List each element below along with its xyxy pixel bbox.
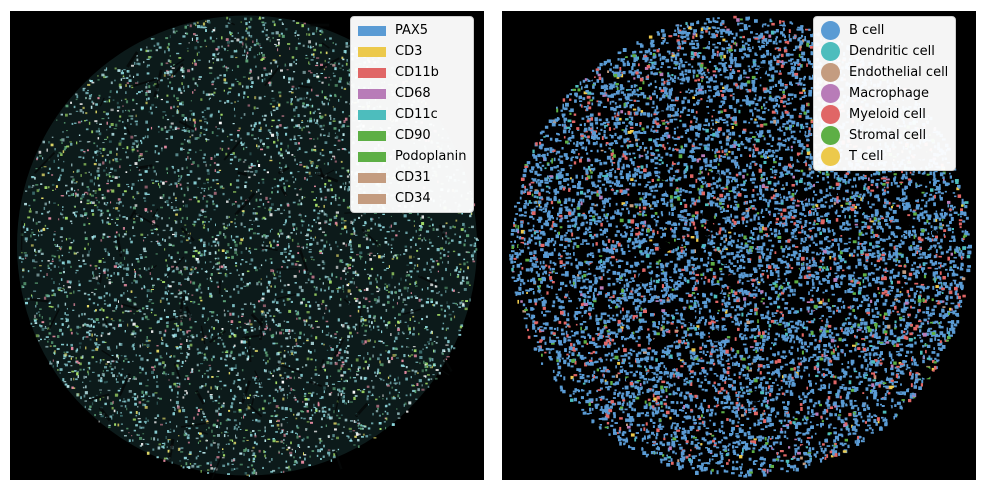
legend-item-cd11b: CD11b	[358, 62, 466, 83]
legend-item-myeloid-cell: Myeloid cell	[821, 104, 948, 125]
legend-swatch	[358, 109, 386, 120]
cell-type-legend: B cell Dendritic cell Endothelial cell M…	[813, 16, 957, 171]
legend-swatch	[358, 151, 386, 162]
legend-swatch	[358, 193, 386, 204]
legend-item-podoplanin: Podoplanin	[358, 146, 466, 167]
legend-swatch	[358, 46, 386, 57]
legend-label: B cell	[849, 23, 885, 38]
legend-label: Podoplanin	[395, 149, 467, 164]
legend-marker	[821, 105, 840, 124]
cell-type-map-panel: B cell Dendritic cell Endothelial cell M…	[502, 11, 976, 480]
legend-label: CD11c	[395, 107, 438, 122]
legend-label: Macrophage	[849, 86, 930, 101]
legend-marker	[821, 126, 840, 145]
fluorescence-image-panel: PAX5 CD3 CD11b CD68 CD11c CD90 Podoplani…	[10, 11, 484, 480]
legend-label: CD3	[395, 44, 423, 59]
legend-item-pax5: PAX5	[358, 20, 466, 41]
marker-legend: PAX5 CD3 CD11b CD68 CD11c CD90 Podoplani…	[350, 16, 475, 213]
legend-label: CD68	[395, 86, 431, 101]
legend-item-dendritic-cell: Dendritic cell	[821, 41, 948, 62]
legend-item-stromal-cell: Stromal cell	[821, 125, 948, 146]
legend-label: T cell	[849, 149, 884, 164]
legend-item-cd68: CD68	[358, 83, 466, 104]
legend-marker	[821, 147, 840, 166]
legend-marker	[821, 84, 840, 103]
legend-item-endothelial-cell: Endothelial cell	[821, 62, 948, 83]
legend-swatch	[358, 172, 386, 183]
legend-item-cd3: CD3	[358, 41, 466, 62]
legend-item-cd90: CD90	[358, 125, 466, 146]
legend-item-cd34: CD34	[358, 188, 466, 209]
legend-label: CD11b	[395, 65, 439, 80]
legend-item-b-cell: B cell	[821, 20, 948, 41]
legend-label: CD31	[395, 170, 431, 185]
legend-label: Dendritic cell	[849, 44, 935, 59]
legend-swatch	[358, 67, 386, 78]
legend-swatch	[358, 88, 386, 99]
legend-marker	[821, 21, 840, 40]
legend-label: CD90	[395, 128, 431, 143]
legend-item-macrophage: Macrophage	[821, 83, 948, 104]
legend-marker	[821, 42, 840, 61]
legend-marker	[821, 63, 840, 82]
legend-label: Stromal cell	[849, 128, 927, 143]
legend-label: CD34	[395, 191, 431, 206]
legend-item-cd11c: CD11c	[358, 104, 466, 125]
legend-label: Myeloid cell	[849, 107, 926, 122]
legend-item-t-cell: T cell	[821, 146, 948, 167]
legend-swatch	[358, 25, 386, 36]
legend-label: Endothelial cell	[849, 65, 949, 80]
legend-item-cd31: CD31	[358, 167, 466, 188]
legend-label: PAX5	[395, 23, 429, 38]
legend-swatch	[358, 130, 386, 141]
